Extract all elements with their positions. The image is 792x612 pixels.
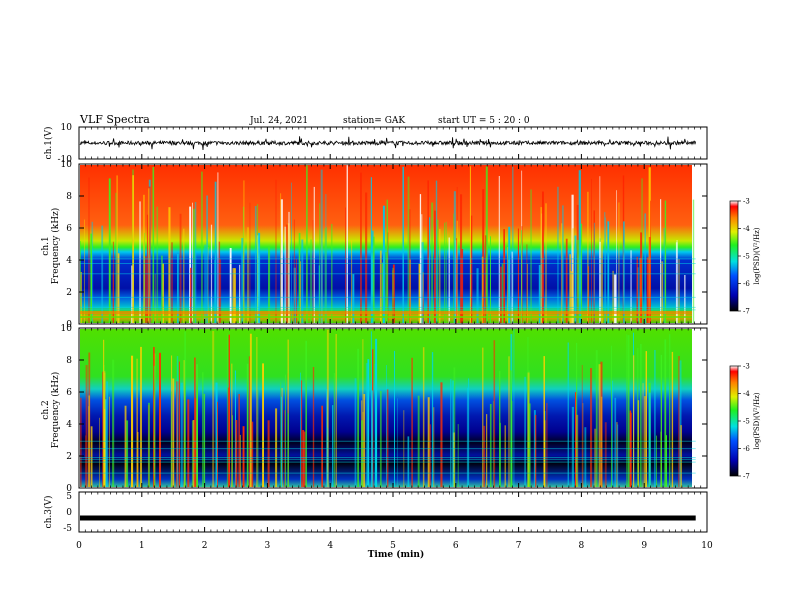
x-tick-label: 10 <box>701 541 713 551</box>
x-tick-label: 0 <box>76 541 82 551</box>
colorbar-tick-label: -3 <box>743 198 750 206</box>
x-tick-label: 6 <box>453 541 459 551</box>
colorbar-tick-label: -4 <box>743 225 750 233</box>
ch2-spectrogram-panel: ch.2 Frequency (kHz) 10 8 6 4 2 0 <box>41 324 708 494</box>
colorbar-tick-label: -7 <box>743 473 750 481</box>
x-tick-label: 3 <box>265 541 271 551</box>
ch2-spec-ylabel-line1: ch.2 <box>41 400 51 419</box>
ch1-spectrogram-streaks <box>80 165 696 323</box>
colorbar-tick-label: -5 <box>743 253 750 261</box>
ch3-wave-ylabel: ch.3(V) <box>43 496 54 529</box>
ch2-spec-ytick-label: 6 <box>66 388 72 398</box>
x-axis-tick-labels: 0 1 2 3 4 5 6 7 8 9 10 <box>76 541 713 551</box>
colorbar-tick-label: -4 <box>743 390 750 398</box>
ch1-tick-bottom: -10 <box>58 155 73 165</box>
x-tick-label: 1 <box>139 541 145 551</box>
colorbar-tick-label: -7 <box>743 308 750 316</box>
colorbar-ch1-label: log(PSD)(V²/Hz) <box>753 227 761 284</box>
colorbar-tick-label: -6 <box>743 445 750 453</box>
ch1-waveform-line <box>79 136 696 151</box>
figure-title: VLF Spectra <box>79 113 150 126</box>
ch1-spec-ytick-label: 2 <box>66 288 72 298</box>
ch3-tick-mid: 0 <box>66 508 72 518</box>
ch1-spec-ytick-label: 4 <box>66 256 72 266</box>
station-label: station= GAK <box>343 116 405 126</box>
ch2-spec-ytick-label: 2 <box>66 452 72 462</box>
ch1-wave-ylabel: ch.1(V) <box>43 127 54 160</box>
x-tick-label: 4 <box>327 541 333 551</box>
colorbar-tick-label: -3 <box>743 363 750 371</box>
x-axis-label: Time (min) <box>368 549 425 560</box>
ch1-spec-ylabel-line2: Frequency (kHz) <box>50 208 61 285</box>
ch1-waveform-panel: 10 -10 ch.1(V) <box>43 123 708 165</box>
colorbar-ch2: -3 -4 -5 -6 -7 log(PSD)(V²/Hz) <box>729 363 761 481</box>
ch1-tick-top: 10 <box>61 123 73 133</box>
ch2-spectrogram-streaks <box>80 329 696 487</box>
colorbar-tick-label: -6 <box>743 280 750 288</box>
x-tick-label: 9 <box>641 541 647 551</box>
ch3-tick-bottom: -5 <box>63 524 72 534</box>
x-tick-label: 7 <box>516 541 522 551</box>
ch1-spec-ytick-label: 8 <box>66 192 72 202</box>
ch1-spec-ytick-label: 0 <box>66 320 72 330</box>
ch1-spectrogram-panel: ch.1 Frequency (kHz) 10 8 6 4 2 0 <box>41 160 708 330</box>
x-tick-label: 5 <box>390 541 396 551</box>
x-axis-ticks <box>78 127 708 532</box>
ch1-spec-ytick-label: 10 <box>61 160 73 170</box>
ch2-spec-ytick-label: 0 <box>66 484 72 494</box>
ch2-spec-ytick-label: 10 <box>61 324 73 334</box>
colorbar-ch2-label: log(PSD)(V²/Hz) <box>753 392 761 449</box>
x-tick-label: 8 <box>579 541 585 551</box>
ch2-spec-yticks: 10 8 6 4 2 0 <box>61 324 707 494</box>
colorbar-ch1: -3 -4 -5 -6 -7 log(PSD)(V²/Hz) <box>729 198 761 316</box>
x-tick-label: 2 <box>202 541 208 551</box>
start-ut-label: start UT = 5 : 20 : 0 <box>438 116 530 126</box>
ch2-spec-ylabel-line2: Frequency (kHz) <box>50 372 61 449</box>
ch3-waveform-panel: 5 0 -5 ch.3(V) <box>43 491 708 534</box>
ch3-waveform-line <box>80 515 696 521</box>
ch1-spec-yticks: 10 8 6 4 2 0 <box>61 160 707 330</box>
date-label: Jul. 24, 2021 <box>249 116 308 126</box>
ch1-spec-ytick-label: 6 <box>66 224 72 234</box>
ch3-tick-top: 5 <box>66 492 72 502</box>
ch2-spec-ytick-label: 4 <box>66 420 72 430</box>
ch1-spec-ylabel-line1: ch.1 <box>41 236 51 255</box>
ch2-spec-ytick-label: 8 <box>66 356 72 366</box>
colorbar-tick-label: -5 <box>743 418 750 426</box>
